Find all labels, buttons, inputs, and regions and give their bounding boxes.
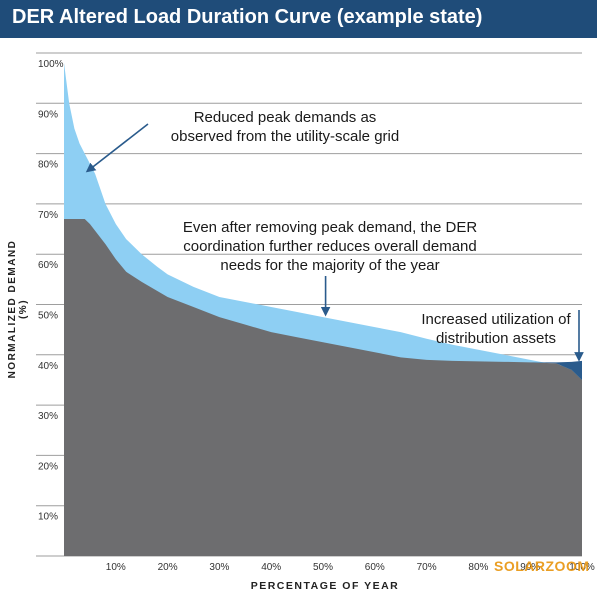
annotation-der-line-3: needs for the majority of the year <box>220 257 440 274</box>
annotation-util-line-2: distribution assets <box>435 330 557 347</box>
y-tick-40: 40% <box>38 361 58 372</box>
y-tick-labels: 10% 20% 30% 40% 50% 60% 70% 80% 90% 100% <box>38 59 64 523</box>
x-tick-60: 60% <box>365 562 385 573</box>
x-tick-10: 10% <box>106 562 126 573</box>
x-tick-70: 70% <box>417 562 437 573</box>
annotation-peak-reduction: Reduced peak demands as observed from th… <box>150 108 420 146</box>
x-tick-50: 50% <box>313 562 333 573</box>
annotation-der-coordination: Even after removing peak demand, the DER… <box>150 218 510 275</box>
annotation-util-line-1: Increased utilization of <box>421 311 571 328</box>
x-tick-80: 80% <box>468 562 488 573</box>
y-axis-label: NORMALIZED DEMAND (%) <box>7 239 29 379</box>
x-tick-20: 20% <box>158 562 178 573</box>
annotation-der-line-1: Even after removing peak demand, the DER <box>182 219 478 236</box>
y-tick-30: 30% <box>38 411 58 422</box>
x-axis-label: PERCENTAGE OF YEAR <box>250 580 400 592</box>
annotation-arrows <box>85 123 584 362</box>
increased-utilization-area <box>530 360 582 380</box>
x-tick-100: 100% <box>569 562 595 573</box>
annotation-utilization: Increased utilization of distribution as… <box>406 310 586 348</box>
y-tick-100: 100% <box>38 59 64 70</box>
y-tick-20: 20% <box>38 461 58 472</box>
y-tick-60: 60% <box>38 260 58 271</box>
y-tick-80: 80% <box>38 160 58 171</box>
y-tick-10: 10% <box>38 512 58 523</box>
x-tick-90: 90% <box>520 562 540 573</box>
altered-load-area <box>64 218 582 557</box>
watermark: SOLARZOOM <box>494 558 590 574</box>
y-tick-70: 70% <box>38 210 58 221</box>
annotation-peak-line-2: observed from the utility-scale grid <box>170 128 400 145</box>
y-tick-90: 90% <box>38 109 58 120</box>
annotation-peak-line-1: Reduced peak demands as <box>193 109 377 126</box>
x-tick-40: 40% <box>261 562 281 573</box>
peak-reduction-arrow <box>85 123 149 173</box>
annotation-der-line-2: coordination further reduces overall dem… <box>183 238 477 255</box>
chart-title: DER Altered Load Duration Curve (example… <box>12 6 483 28</box>
x-tick-labels: 10% 20% 30% 40% 50% 60% 70% 80% 90% 100% <box>106 562 595 573</box>
x-tick-30: 30% <box>209 562 229 573</box>
title-bar: DER Altered Load Duration Curve (example… <box>0 0 597 38</box>
chart-areas <box>64 63 582 557</box>
y-tick-50: 50% <box>38 311 58 322</box>
